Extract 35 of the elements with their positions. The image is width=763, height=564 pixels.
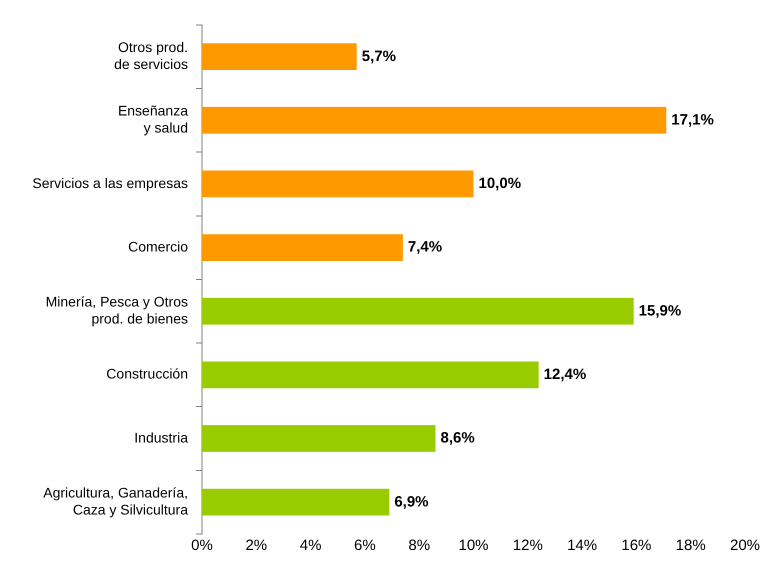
bar: [202, 106, 666, 134]
x-tick-label: 14%: [567, 537, 598, 554]
data-label: 5,7%: [362, 48, 396, 65]
y-tick-label: Minería, Pesca y Otros prod. de bienes: [46, 294, 188, 326]
x-tick-label: 0%: [191, 537, 213, 554]
x-tick-label: 20%: [730, 537, 760, 554]
y-tick-label: Enseñanza y salud: [118, 102, 188, 136]
y-tick-label: Industria: [134, 429, 188, 446]
bar: [202, 234, 403, 261]
y-tick-label: Construcción: [106, 366, 188, 382]
x-tick-label: 2%: [245, 537, 268, 554]
x-tick-label: 6%: [354, 537, 376, 554]
x-tick-label: 4%: [300, 537, 322, 554]
y-tick-label: Comercio: [128, 238, 188, 254]
y-tick-label: Servicios a las empresas: [32, 174, 188, 191]
data-label: 8,6%: [440, 430, 475, 447]
data-label: 7,4%: [408, 238, 442, 256]
data-label: 12,4%: [544, 366, 586, 384]
bar: [202, 170, 474, 198]
x-tick-label: 8%: [408, 537, 430, 554]
y-tick-label: Agricultura, Ganadería, Caza y Silvicultura: [43, 484, 188, 518]
x-tick-label: 18%: [676, 537, 706, 554]
y-tick-label: Otros prod. de servicios: [114, 39, 188, 72]
bar: [202, 488, 390, 516]
data-label: 10,0%: [478, 175, 522, 192]
data-label: 6,9%: [394, 493, 429, 510]
x-tick-label: 10%: [458, 537, 489, 554]
x-tick-label: 16%: [621, 537, 652, 554]
data-label: 17,1%: [671, 111, 714, 128]
bar: [202, 425, 436, 452]
x-tick-label: 12%: [512, 537, 543, 554]
bar: [202, 298, 634, 325]
bar: [202, 43, 357, 70]
bar: [202, 362, 539, 388]
data-label: 15,9%: [638, 302, 682, 320]
